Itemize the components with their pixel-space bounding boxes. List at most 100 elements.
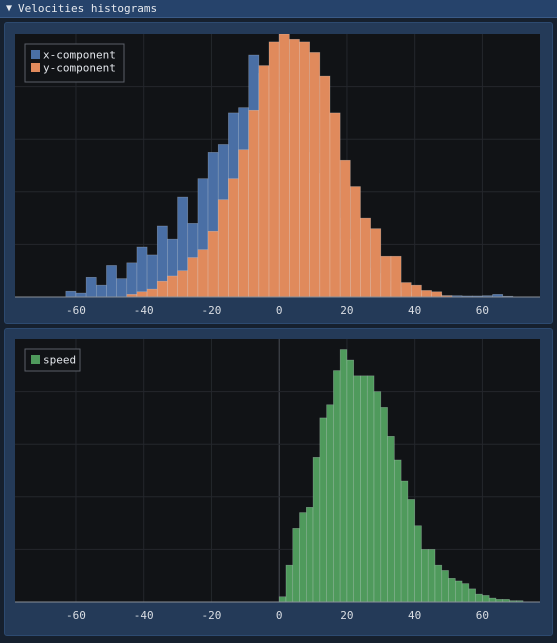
histogram-bar bbox=[238, 149, 250, 297]
legend-swatch-speed bbox=[31, 355, 40, 364]
histogram-bar bbox=[427, 549, 436, 602]
histogram-bar bbox=[278, 34, 290, 297]
histogram-bar bbox=[421, 549, 429, 602]
histogram-bar bbox=[136, 246, 148, 297]
histogram-bar bbox=[339, 349, 348, 602]
histogram-bar bbox=[350, 186, 361, 297]
histogram-bar bbox=[434, 564, 443, 602]
histogram-bar bbox=[217, 199, 229, 297]
histogram-bar bbox=[75, 292, 87, 297]
histogram-bar bbox=[461, 583, 470, 602]
histogram-bar bbox=[289, 38, 300, 297]
histogram-bar bbox=[370, 228, 382, 297]
x-tick-label: 40 bbox=[408, 304, 421, 317]
collapse-arrow-icon[interactable]: ▼ bbox=[5, 3, 13, 14]
histogram-bar bbox=[441, 570, 449, 602]
legend-swatch-x-component bbox=[31, 50, 40, 59]
histogram-bar bbox=[228, 178, 239, 297]
histogram-bar bbox=[285, 564, 294, 602]
histogram-bar bbox=[65, 290, 77, 297]
histogram-bar bbox=[305, 507, 314, 602]
x-tick-label: -20 bbox=[202, 609, 222, 622]
histogram-bar bbox=[380, 407, 388, 602]
window-titlebar[interactable]: ▼ Velocities histograms bbox=[0, 0, 557, 18]
histogram-bar bbox=[278, 596, 287, 602]
x-tick-label: 20 bbox=[340, 609, 353, 622]
histogram-bar bbox=[400, 282, 412, 297]
histogram-bar bbox=[319, 417, 327, 602]
histogram-bar bbox=[116, 278, 128, 297]
histogram-bar bbox=[207, 230, 219, 297]
histogram-bar bbox=[126, 262, 138, 297]
histogram-bar bbox=[197, 249, 209, 297]
histogram-bar bbox=[380, 255, 392, 297]
histogram-bar bbox=[414, 525, 422, 602]
histogram-bar bbox=[329, 112, 341, 297]
x-tick-label: -60 bbox=[66, 304, 86, 317]
histogram-bar bbox=[366, 375, 375, 602]
bars-group bbox=[278, 349, 524, 602]
histogram-bar bbox=[326, 404, 334, 602]
histogram-bar bbox=[299, 512, 307, 602]
histogram-bar bbox=[407, 499, 415, 602]
histogram-bar bbox=[394, 459, 402, 602]
histogram-bar bbox=[248, 109, 260, 297]
plot-area bbox=[15, 339, 540, 602]
histogram-bar bbox=[421, 290, 432, 297]
legend: speed bbox=[24, 348, 81, 372]
histogram-bar bbox=[258, 65, 270, 297]
histogram-bar bbox=[360, 375, 368, 602]
histogram-bar bbox=[373, 391, 382, 602]
histogram-bar bbox=[177, 270, 189, 297]
x-tick-label: -40 bbox=[134, 304, 154, 317]
legend-label-x-component: x-component bbox=[43, 49, 116, 62]
speed-histogram[interactable]: -60 -40 -20 0 20 40 60 speed bbox=[5, 329, 552, 635]
histogram-bar bbox=[488, 597, 497, 602]
histogram-bar bbox=[309, 52, 321, 297]
histogram-bar bbox=[339, 159, 351, 297]
histogram-bar bbox=[106, 265, 117, 297]
histogram-bar bbox=[360, 217, 371, 297]
histogram-bar bbox=[156, 280, 168, 297]
histogram-bar bbox=[167, 275, 178, 297]
legend-box bbox=[24, 348, 81, 372]
x-tick-label: 0 bbox=[276, 609, 283, 622]
histogram-bar bbox=[475, 593, 483, 602]
x-tick-label: -20 bbox=[202, 304, 222, 317]
histogram-bar bbox=[187, 257, 199, 297]
histogram-bar bbox=[400, 480, 409, 602]
x-tick-label: 40 bbox=[408, 609, 421, 622]
legend-label-y-component: y-component bbox=[43, 62, 116, 75]
histogram-bar bbox=[353, 375, 361, 602]
histogram-bar bbox=[85, 276, 97, 297]
legend-label-speed: speed bbox=[43, 354, 76, 367]
velocity-components-plot-frame: -60 -40 -20 0 20 40 60 x-component y-component bbox=[4, 22, 553, 324]
bars-group bbox=[65, 34, 514, 297]
histogram-bar bbox=[299, 41, 310, 297]
histogram-bar bbox=[468, 588, 476, 602]
histogram-bar bbox=[387, 436, 395, 602]
histogram-bar bbox=[319, 75, 331, 297]
x-tick-label: 60 bbox=[476, 609, 489, 622]
histogram-bar bbox=[410, 284, 422, 297]
histogram-bar bbox=[136, 291, 148, 297]
histogram-bar bbox=[455, 580, 463, 602]
histogram-bar bbox=[448, 578, 456, 602]
window-title: Velocities histograms bbox=[18, 2, 158, 15]
x-tick-label: 60 bbox=[476, 304, 489, 317]
legend-swatch-y-component bbox=[31, 63, 40, 72]
histogram-bar bbox=[95, 284, 107, 297]
histogram-bar bbox=[346, 359, 355, 602]
speed-plot-frame: -60 -40 -20 0 20 40 60 speed bbox=[4, 328, 553, 636]
legend-box bbox=[24, 43, 125, 83]
histogram-bar bbox=[333, 370, 341, 602]
x-tick-label: 0 bbox=[276, 304, 283, 317]
histogram-bar bbox=[431, 291, 443, 297]
histogram-bar bbox=[146, 288, 158, 297]
histogram-bar bbox=[268, 41, 280, 297]
x-tick-label: -60 bbox=[66, 609, 86, 622]
histogram-bar bbox=[312, 457, 321, 602]
